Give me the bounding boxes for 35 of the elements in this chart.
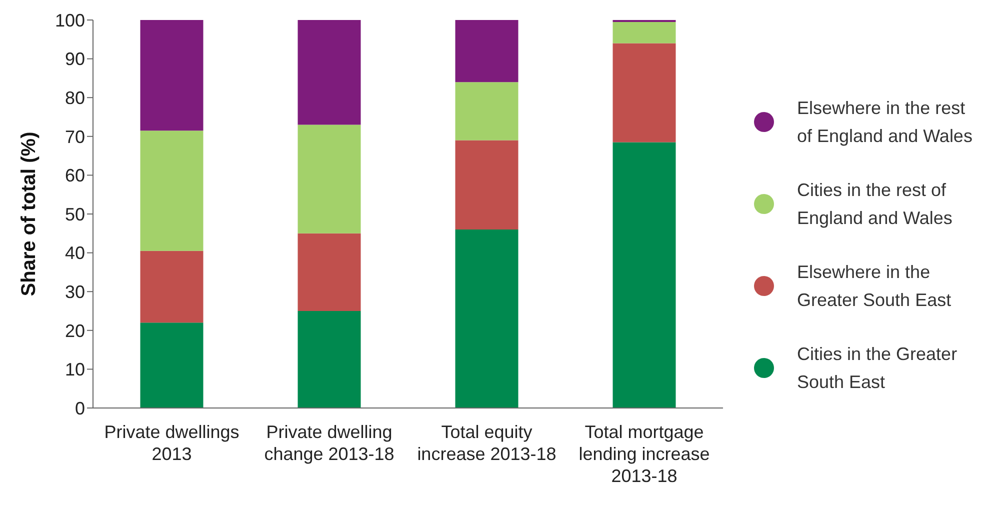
legend-label: Elsewhere in the rest of England and Wales <box>797 97 974 148</box>
legend-label: Elsewhere in the Greater South East <box>797 261 952 312</box>
legend-label: Cities in the Greater South East <box>797 343 958 394</box>
bar <box>455 230 518 408</box>
y-tick-label: 60 <box>64 166 85 186</box>
bar <box>298 311 361 408</box>
y-axis-title: Share of total (%) <box>18 132 40 296</box>
y-tick-label: 100 <box>54 10 85 30</box>
bar <box>612 43 676 142</box>
y-tick-label: 20 <box>64 320 85 341</box>
x-tick-label: Total equity increase 2013-18 <box>417 422 556 464</box>
bar <box>455 140 518 230</box>
bar <box>298 20 361 125</box>
bar <box>140 130 204 251</box>
y-tick-label: 10 <box>64 360 85 380</box>
y-tick-label: 70 <box>64 126 85 147</box>
bar <box>140 322 204 408</box>
x-tick-label: Total mortgage lending increase 2013-18 <box>578 422 710 486</box>
legend-label: Cities in the rest of England and Wales <box>797 179 954 230</box>
y-tick-label: 90 <box>64 49 85 70</box>
bar <box>140 20 204 131</box>
bar <box>298 233 361 311</box>
bar <box>612 142 676 408</box>
bar <box>455 20 518 82</box>
y-tick-label: 30 <box>64 282 85 302</box>
y-tick-label: 50 <box>64 204 85 224</box>
x-tick-label: Private dwelling change 2013-18 <box>264 422 394 464</box>
bar <box>612 22 676 44</box>
y-tick-label: 40 <box>64 243 85 264</box>
bar <box>140 250 204 323</box>
bar <box>298 124 361 234</box>
bar <box>455 82 518 140</box>
x-tick-label: Private dwellings 2013 <box>104 422 240 464</box>
y-tick-label: 80 <box>64 88 85 108</box>
y-tick-label: 0 <box>74 398 85 418</box>
